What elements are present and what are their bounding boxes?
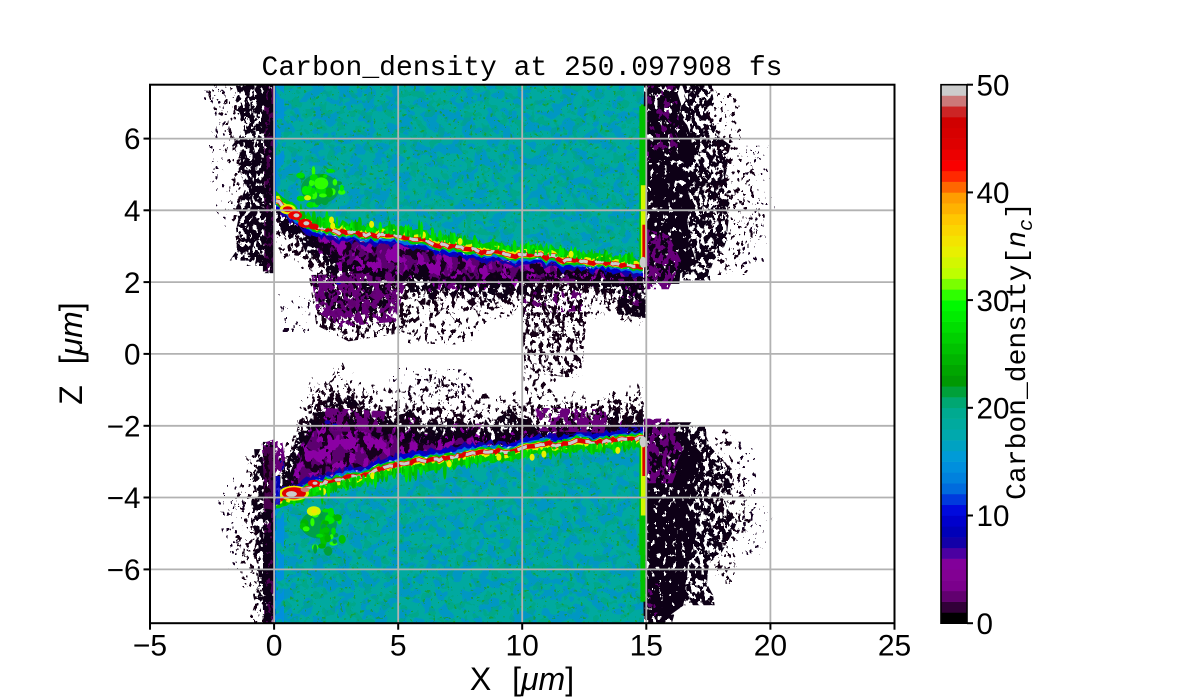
svg-text:−5: −5: [133, 630, 167, 663]
svg-text:20: 20: [977, 393, 1010, 426]
svg-text:5: 5: [390, 630, 407, 663]
svg-text:Z [μm]: Z [μm]: [53, 302, 89, 404]
svg-text:10: 10: [977, 500, 1010, 533]
svg-text:−4: −4: [107, 482, 141, 515]
svg-text:0: 0: [977, 608, 993, 641]
svg-text:−2: −2: [107, 410, 141, 443]
svg-text:25: 25: [878, 630, 911, 663]
svg-text:0: 0: [266, 630, 283, 663]
svg-text:6: 6: [124, 123, 140, 156]
svg-text:2: 2: [124, 267, 140, 300]
svg-text:−6: −6: [107, 554, 141, 587]
svg-text:40: 40: [977, 177, 1010, 210]
svg-text:50: 50: [977, 69, 1010, 102]
svg-text:Carbon_density[nc]: Carbon_density[nc]: [1003, 202, 1039, 500]
svg-text:15: 15: [630, 630, 663, 663]
svg-text:Carbon_density at 250.097908 f: Carbon_density at 250.097908 fs: [262, 53, 783, 84]
svg-text:X [μm]: X [μm]: [470, 661, 574, 697]
svg-text:20: 20: [754, 630, 787, 663]
svg-text:4: 4: [124, 195, 140, 228]
svg-text:30: 30: [977, 285, 1010, 318]
svg-text:0: 0: [124, 339, 140, 372]
svg-text:10: 10: [506, 630, 539, 663]
